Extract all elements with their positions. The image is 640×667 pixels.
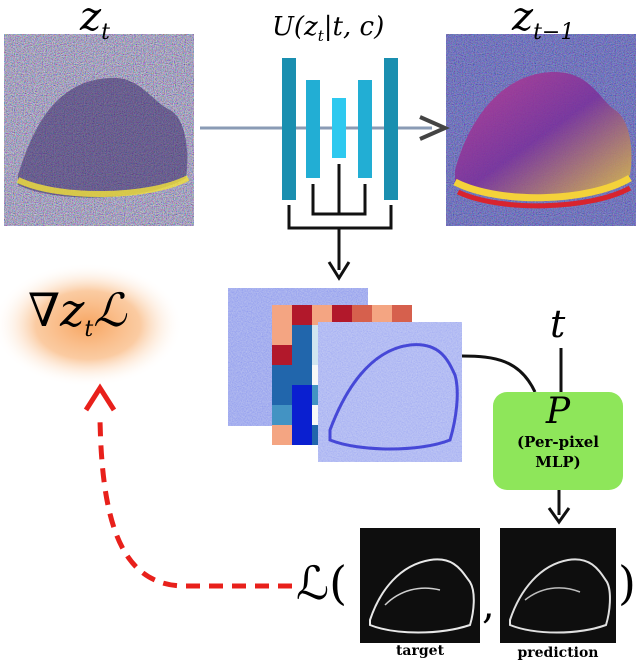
target-label: target xyxy=(395,643,445,659)
unet-dec-1 xyxy=(384,58,398,200)
label-gradient: ∇ztℒ xyxy=(28,283,127,343)
unet-bottleneck xyxy=(332,98,346,158)
unet-block xyxy=(282,58,398,200)
prediction-shoe-edges xyxy=(509,558,611,634)
heatmap-cell xyxy=(392,305,412,325)
denoised-image-zt-1 xyxy=(446,34,636,226)
heatmap-cell xyxy=(292,365,312,385)
noisy-shoe-shape xyxy=(18,77,188,198)
loss-open: ℒ( xyxy=(296,556,348,610)
heatmap-cell xyxy=(272,385,292,405)
feature-map-front xyxy=(318,322,462,462)
heatmap-cell xyxy=(292,385,312,405)
gradient-return-arrow xyxy=(97,419,292,589)
heatmap-cell xyxy=(292,405,312,425)
prediction-edge-map xyxy=(500,528,616,643)
mlp-line-1: (Per-pixel xyxy=(516,433,600,451)
unet-dec-2 xyxy=(358,80,372,178)
label-zt: zt xyxy=(80,0,110,45)
mlp-to-prediction-head xyxy=(547,507,571,525)
mlp-box xyxy=(493,392,623,490)
heatmap-cell xyxy=(332,305,352,325)
heatmap-cell xyxy=(272,405,292,425)
unet-enc-1 xyxy=(282,58,296,200)
heatmap-cell xyxy=(272,325,292,345)
heatmap-cell xyxy=(372,305,392,325)
feature-bracket xyxy=(287,164,393,270)
prediction-label: prediction xyxy=(517,645,599,661)
heatmap-cell xyxy=(272,305,292,325)
loss-close: ) xyxy=(618,556,636,610)
heatmap-cell xyxy=(292,425,312,445)
feature-arrow-head xyxy=(327,261,351,281)
heatmap-cell xyxy=(272,425,292,445)
target-edge-map xyxy=(360,528,480,643)
heatmap-cell xyxy=(272,345,292,365)
label-unet: U(zt|t, c) xyxy=(272,12,385,46)
heatmap-cell xyxy=(352,305,372,325)
mlp-symbol: P xyxy=(545,391,571,432)
unet-enc-2 xyxy=(306,80,320,178)
noisy-image-zt xyxy=(4,34,194,226)
label-t-input: t xyxy=(550,302,566,346)
denoise-arrow-head xyxy=(419,115,450,141)
gradient-return-arrow-head xyxy=(83,383,117,412)
target-shoe-edges xyxy=(369,558,475,634)
feature-shoe-outline xyxy=(328,343,459,451)
mlp-line-2: MLP) xyxy=(535,453,581,471)
heatmap-cell xyxy=(292,305,312,325)
label-zt-minus-1: zt−1 xyxy=(512,0,575,45)
loss-comma: , xyxy=(482,582,495,628)
heatmap-cell xyxy=(292,345,312,365)
mlp-label: P (Per-pixel MLP) xyxy=(493,392,623,472)
features-to-mlp-line xyxy=(461,354,537,393)
heatmap-cell xyxy=(272,365,292,385)
gradient-glow xyxy=(0,263,183,387)
heatmap-cell xyxy=(292,325,312,345)
denoised-shoe-shape xyxy=(455,72,632,197)
heatmap-cell xyxy=(312,305,332,325)
